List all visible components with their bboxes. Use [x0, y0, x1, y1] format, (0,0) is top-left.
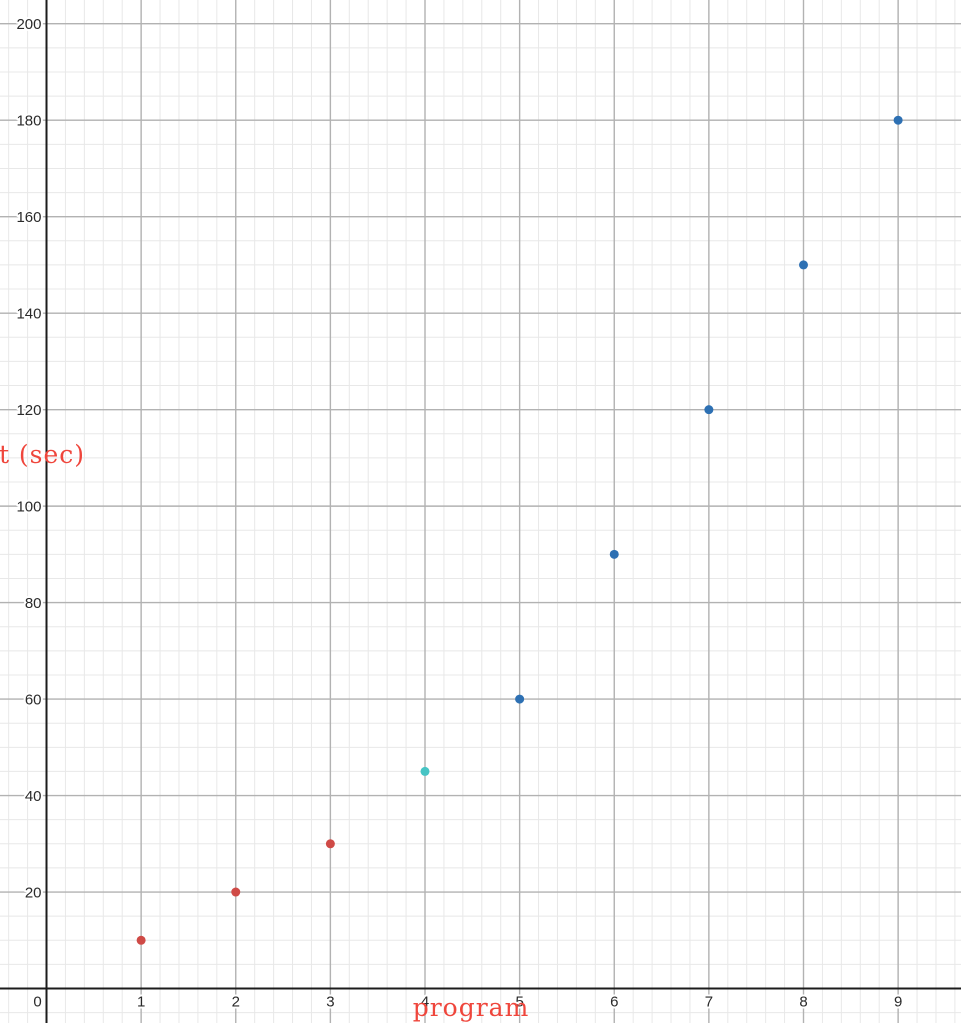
y-tick-label: 40 [25, 788, 42, 805]
x-tick-label: 3 [326, 994, 334, 1011]
data-point-blue-points[interactable] [893, 115, 903, 125]
data-point-red-points[interactable] [136, 935, 146, 945]
x-tick-label: 2 [232, 994, 240, 1011]
x-tick-label: 5 [515, 994, 523, 1011]
data-point-teal-point[interactable] [420, 766, 430, 776]
data-point-blue-points[interactable] [704, 405, 714, 415]
x-tick-label: 4 [421, 994, 429, 1011]
x-tick-label: 7 [705, 994, 713, 1011]
y-tick-labels: 20 40 60 80 100 120 140 160 180 200 [14, 14, 43, 903]
data-point-blue-points[interactable] [515, 694, 525, 704]
data-point-blue-points[interactable] [798, 260, 808, 270]
y-tick-label: 20 [25, 884, 42, 901]
data-point-red-points[interactable] [231, 887, 241, 897]
x-tick-labels: 0 1 2 3 4 5 6 7 8 9 [31, 992, 904, 1013]
data-point-red-points[interactable] [325, 839, 335, 849]
x-tick-label: 8 [799, 994, 807, 1011]
y-tick-label: 160 [16, 209, 41, 226]
data-points [136, 115, 903, 945]
y-tick-label: 140 [16, 305, 41, 322]
y-tick-label: 60 [25, 691, 42, 708]
data-point-blue-points[interactable] [609, 549, 619, 559]
x-tick-label: 6 [610, 994, 618, 1011]
x-tick-label: 0 [33, 994, 41, 1011]
x-tick-label: 1 [137, 994, 145, 1011]
x-tick-label: 9 [894, 994, 902, 1011]
y-tick-label: 80 [25, 595, 42, 612]
y-tick-label: 180 [16, 113, 41, 130]
y-tick-label: 120 [16, 402, 41, 419]
x-axis-label: program [413, 993, 530, 1022]
y-tick-label: 100 [16, 498, 41, 515]
y-tick-label: 200 [16, 16, 41, 33]
y-axis-label: t (sec) [0, 440, 85, 469]
